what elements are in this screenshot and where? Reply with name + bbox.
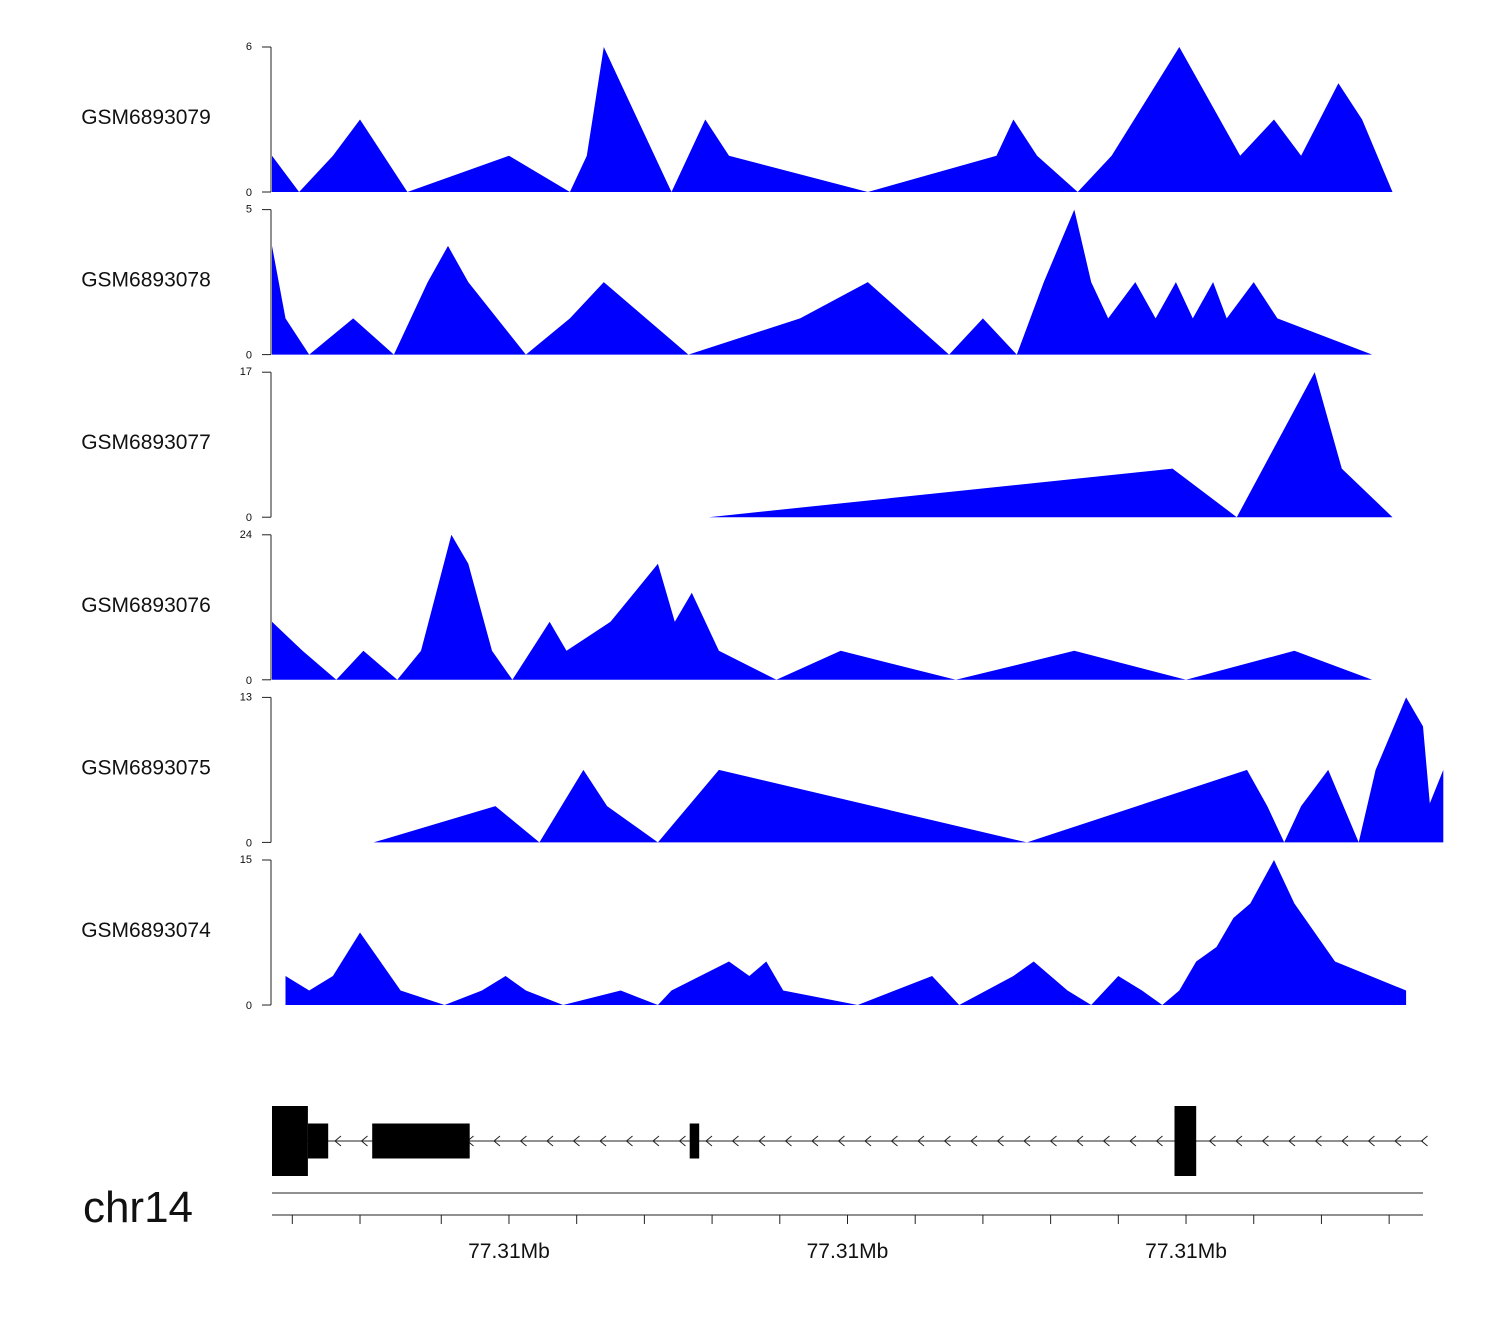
strand-arrow <box>360 1135 368 1147</box>
y-tick-label-min: 0 <box>246 350 252 362</box>
gene-exon <box>1174 1106 1197 1176</box>
strand-arrow <box>731 1135 739 1147</box>
strand-arrow <box>890 1135 898 1147</box>
strand-arrow <box>519 1135 527 1147</box>
gene-exon <box>372 1123 470 1159</box>
strand-arrow <box>970 1135 978 1147</box>
y-tick-label-min: 0 <box>246 1000 252 1012</box>
strand-arrow <box>1155 1135 1163 1147</box>
strand-arrow <box>1314 1135 1322 1147</box>
y-tick-label-max: 24 <box>240 529 252 541</box>
x-tick-label: 77.31Mb <box>807 1240 889 1263</box>
strand-arrow <box>705 1135 713 1147</box>
strand-arrow <box>864 1135 872 1147</box>
strand-arrow <box>1129 1135 1137 1147</box>
strand-arrow <box>1076 1135 1084 1147</box>
coverage-area-GSM6893079 <box>272 47 1393 192</box>
strand-arrow <box>572 1135 580 1147</box>
gene-exon <box>307 1123 329 1159</box>
y-tick-label-max: 15 <box>240 854 252 866</box>
y-tick-label-min: 0 <box>246 512 252 524</box>
gene-exon <box>272 1106 308 1176</box>
chromosome-label: chr14 <box>83 1183 193 1232</box>
coverage-area-GSM6893074 <box>285 860 1407 1005</box>
strand-arrow <box>996 1135 1004 1147</box>
strand-arrow <box>758 1135 766 1147</box>
coverage-area-GSM6893075 <box>373 697 1444 843</box>
x-tick-label: 77.31Mb <box>1145 1240 1227 1263</box>
strand-arrow <box>1367 1135 1375 1147</box>
track-label-GSM6893075: GSM6893075 <box>81 756 211 779</box>
coverage-area-GSM6893077 <box>708 372 1393 518</box>
x-tick-label: 77.31Mb <box>468 1240 550 1263</box>
y-tick-label-min: 0 <box>246 675 252 687</box>
y-tick-label-min: 0 <box>246 837 252 849</box>
gene-exon <box>689 1123 700 1159</box>
strand-arrow <box>837 1135 845 1147</box>
track-label-GSM6893076: GSM6893076 <box>81 594 211 617</box>
track-label-GSM6893077: GSM6893077 <box>81 431 211 454</box>
strand-arrow <box>1208 1135 1216 1147</box>
strand-arrow <box>1049 1135 1057 1147</box>
y-tick-label-max: 17 <box>240 366 252 378</box>
strand-arrow <box>917 1135 925 1147</box>
strand-arrow <box>678 1135 686 1147</box>
strand-arrow <box>546 1135 554 1147</box>
strand-arrow <box>811 1135 819 1147</box>
track-label-GSM6893079: GSM6893079 <box>81 106 211 129</box>
strand-arrow <box>1102 1135 1110 1147</box>
strand-arrow <box>599 1135 607 1147</box>
strand-arrow <box>625 1135 633 1147</box>
strand-arrow <box>1023 1135 1031 1147</box>
coverage-area-GSM6893078 <box>272 209 1373 355</box>
track-label-GSM6893078: GSM6893078 <box>81 269 211 292</box>
strand-arrow <box>1394 1135 1402 1147</box>
y-tick-label-max: 13 <box>240 691 252 703</box>
strand-arrow <box>943 1135 951 1147</box>
track-label-GSM6893074: GSM6893074 <box>81 919 211 942</box>
strand-arrow <box>1261 1135 1269 1147</box>
strand-arrow <box>493 1135 501 1147</box>
strand-arrow <box>1341 1135 1349 1147</box>
y-tick-label-max: 5 <box>246 204 252 216</box>
strand-arrow <box>652 1135 660 1147</box>
y-tick-label-min: 0 <box>246 187 252 199</box>
strand-arrow <box>784 1135 792 1147</box>
strand-arrow <box>1288 1135 1296 1147</box>
strand-arrow <box>1420 1135 1428 1147</box>
coverage-area-GSM6893076 <box>272 534 1373 680</box>
strand-arrow <box>1235 1135 1243 1147</box>
strand-arrow <box>334 1135 342 1147</box>
y-tick-label-max: 6 <box>246 41 252 53</box>
